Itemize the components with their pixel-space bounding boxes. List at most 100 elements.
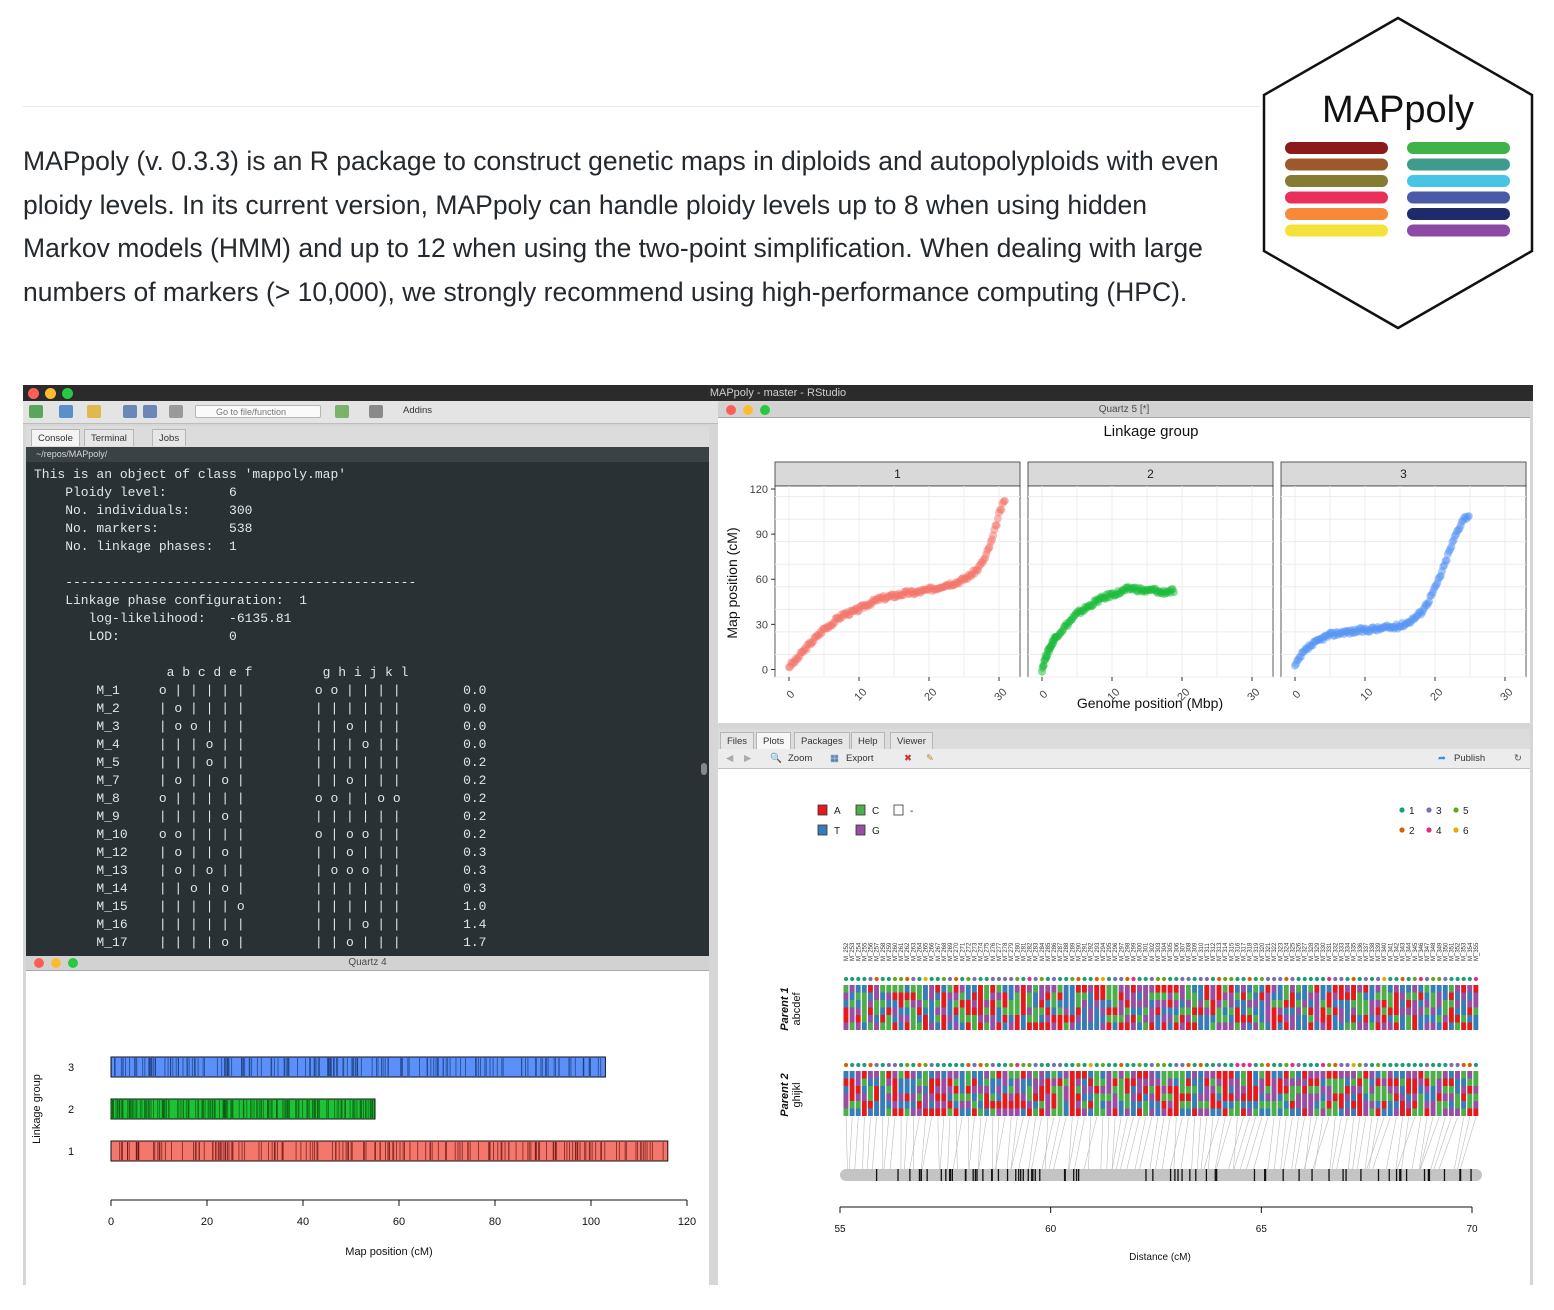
- haplotype-cell: [935, 992, 941, 1000]
- haplotype-cell: [959, 985, 965, 993]
- go-to-file-input[interactable]: Go to file/function: [195, 405, 321, 418]
- new-file-icon[interactable]: [29, 405, 43, 418]
- working-directory[interactable]: ~/repos/MAPpoly/: [26, 447, 709, 462]
- haplotype-cell: [1173, 992, 1179, 1000]
- haplotype-cell: [1418, 1015, 1424, 1023]
- tab-files[interactable]: Files: [720, 732, 755, 749]
- haplotype-cell: [1302, 1071, 1308, 1079]
- tab-help[interactable]: Help: [851, 732, 885, 749]
- haplotype-cell: [1296, 1071, 1301, 1079]
- console-output[interactable]: This is an object of class 'mappoly.map'…: [34, 467, 487, 950]
- dosage-dot: [1424, 976, 1430, 982]
- marker-name: M_296: [1113, 942, 1119, 961]
- haplotype-cell: [941, 1015, 947, 1023]
- quartz4-zoom-button[interactable]: [68, 958, 78, 968]
- haplotype-cell: [1198, 1015, 1204, 1023]
- tab-packages[interactable]: Packages: [794, 732, 850, 749]
- haplotype-cell: [1228, 1101, 1234, 1109]
- haplotype-cell: [1369, 1078, 1375, 1086]
- zoom-button[interactable]: Zoom: [788, 753, 813, 764]
- quartz4-close-button[interactable]: [34, 958, 44, 968]
- dosage-dot: [1314, 1062, 1320, 1068]
- y-axis-label: Map position (cM): [724, 527, 740, 638]
- print-icon[interactable]: [169, 405, 183, 418]
- zoom-window-button[interactable]: [62, 388, 73, 399]
- haplotype-cell: [1192, 1108, 1197, 1116]
- haplotype-cell: [1381, 1022, 1387, 1030]
- minimize-window-button[interactable]: [45, 388, 56, 399]
- haplotype-cell: [1442, 1093, 1448, 1101]
- logo-hexagon: [1262, 16, 1534, 330]
- close-window-button[interactable]: [28, 388, 39, 399]
- tab-console[interactable]: Console: [31, 429, 80, 446]
- dosage-dot: [1106, 1062, 1112, 1068]
- haplotype-cell: [1283, 1015, 1289, 1023]
- haplotype-cell: [892, 1015, 898, 1023]
- haplotype-cell: [984, 1022, 990, 1030]
- clear-plots-icon[interactable]: ✎: [926, 753, 934, 764]
- dosage-dot: [1113, 976, 1118, 982]
- publish-button[interactable]: Publish: [1454, 753, 1486, 764]
- remove-plot-icon[interactable]: ✖: [904, 753, 912, 764]
- forward-arrow-icon[interactable]: ▶: [744, 753, 752, 764]
- quartz5-minimize-button[interactable]: [743, 405, 753, 415]
- new-project-icon[interactable]: [59, 405, 73, 418]
- haplotype-cell: [1363, 1086, 1369, 1094]
- haplotype-cell: [1277, 1015, 1283, 1023]
- haplotype-cell: [990, 1108, 996, 1116]
- haplotype-cell: [1026, 1015, 1032, 1023]
- export-button[interactable]: Export: [846, 753, 874, 764]
- haplotype-cell: [1045, 1101, 1051, 1109]
- haplotype-cell: [1283, 1022, 1289, 1030]
- refresh-icon[interactable]: ↻: [1514, 753, 1522, 764]
- save-all-icon[interactable]: [143, 405, 157, 418]
- haplotype-cell: [1216, 1022, 1222, 1030]
- haplotype-cell: [1051, 1078, 1057, 1086]
- dosage-dot: [1094, 1062, 1099, 1068]
- connector-line: [939, 1116, 945, 1170]
- haplotype-cell: [1057, 1093, 1063, 1101]
- tab-plots[interactable]: Plots: [756, 732, 792, 749]
- quartz5-close-button[interactable]: [726, 405, 736, 415]
- dosage-dot: [1039, 1062, 1044, 1068]
- open-file-icon[interactable]: [87, 405, 101, 418]
- tab-terminal[interactable]: Terminal: [84, 429, 134, 446]
- addins-menu[interactable]: Addins: [403, 405, 433, 416]
- haplotype-cell: [1448, 1007, 1454, 1015]
- haplotype-cell: [886, 1108, 892, 1116]
- haplotype-cell: [1039, 1093, 1045, 1101]
- haplotype-cell: [1106, 1015, 1112, 1023]
- haplotype-cell: [861, 1015, 867, 1023]
- back-arrow-icon[interactable]: ◀: [726, 753, 734, 764]
- haplotype-cell: [1332, 985, 1338, 993]
- haplotype-cell: [898, 1071, 904, 1079]
- haplotype-cell: [1259, 1093, 1265, 1101]
- haplotype-cell: [1075, 1086, 1081, 1094]
- haplotype-cell: [855, 1101, 861, 1109]
- quartz5-zoom-button[interactable]: [760, 405, 770, 415]
- haplotype-cell: [1406, 985, 1412, 993]
- haplotype-cell: [1155, 1015, 1161, 1023]
- haplotype-cell: [1137, 1086, 1142, 1094]
- console-scrollbar[interactable]: [701, 763, 707, 775]
- dosage-dot: [1113, 1062, 1118, 1068]
- haplotype-cell: [1094, 985, 1100, 993]
- haplotype-cell: [978, 1071, 983, 1079]
- haplotype-cell: [1075, 1000, 1081, 1008]
- haplotype-cell: [1461, 1093, 1467, 1101]
- haplotype-cell: [1204, 1093, 1210, 1101]
- vcs-icon[interactable]: [335, 405, 349, 418]
- quartz4-minimize-button[interactable]: [51, 958, 61, 968]
- save-icon[interactable]: [123, 405, 137, 418]
- haplotype-cell: [1057, 992, 1063, 1000]
- dosage-dot: [990, 976, 995, 982]
- haplotype-cell: [1179, 1108, 1185, 1116]
- haplotype-cell: [1320, 985, 1326, 993]
- haplotype-cell: [996, 1101, 1002, 1109]
- haplotype-cell: [1173, 1093, 1179, 1101]
- haplotype-cell: [1289, 1022, 1295, 1030]
- tab-viewer[interactable]: Viewer: [890, 732, 933, 749]
- grid-layout-icon[interactable]: [369, 405, 383, 418]
- tab-jobs[interactable]: Jobs: [152, 429, 187, 446]
- haplotype-cell: [867, 1086, 873, 1094]
